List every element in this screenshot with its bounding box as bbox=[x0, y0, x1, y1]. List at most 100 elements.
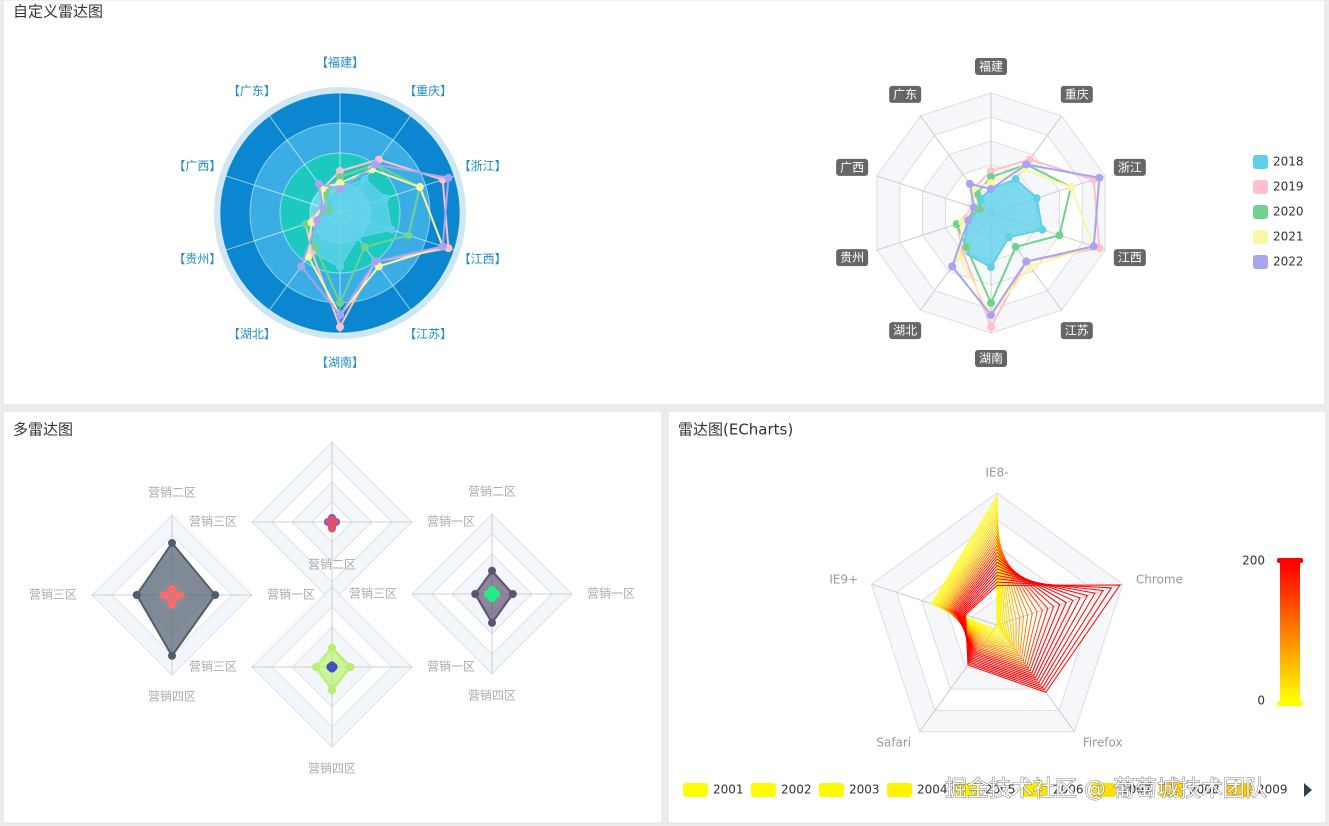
indicator-label: 福建 bbox=[979, 59, 1003, 74]
radar-point bbox=[488, 618, 496, 627]
radar-point bbox=[987, 173, 995, 181]
radar-series bbox=[963, 581, 1113, 691]
radar-point bbox=[297, 262, 306, 271]
indicator-label-box bbox=[975, 350, 1007, 367]
radar-point bbox=[371, 257, 380, 266]
visual-map-handle[interactable] bbox=[1277, 701, 1303, 706]
radar-series bbox=[946, 534, 1025, 657]
radar-point bbox=[325, 518, 334, 526]
indicator-label: Chrome bbox=[1136, 572, 1183, 586]
legend-swatch[interactable] bbox=[1159, 783, 1184, 797]
legend-swatch[interactable] bbox=[887, 783, 912, 797]
radar-point bbox=[132, 591, 141, 599]
legend-swatch[interactable] bbox=[1253, 155, 1268, 169]
indicator-label: 【广西】 bbox=[173, 159, 221, 173]
indicator-label: Safari bbox=[876, 736, 911, 750]
visual-map-label: 0 bbox=[1257, 694, 1265, 708]
visual-map-handle[interactable] bbox=[1277, 558, 1303, 563]
indicator-label-box bbox=[975, 58, 1007, 75]
panel-title: 自定义雷达图 bbox=[13, 3, 103, 21]
radar-point bbox=[346, 663, 355, 671]
radar-point bbox=[969, 203, 978, 212]
indicator-label: 【江西】 bbox=[459, 252, 507, 266]
radar-point bbox=[965, 179, 974, 188]
radar-spoke bbox=[996, 624, 1075, 733]
legend-swatch[interactable] bbox=[751, 783, 776, 797]
indicator-label-box bbox=[889, 85, 922, 103]
radar-point bbox=[311, 242, 320, 251]
legend-swatch[interactable] bbox=[819, 783, 844, 797]
radar-series bbox=[962, 578, 1104, 689]
legend-page-arrow[interactable] bbox=[1304, 783, 1312, 797]
legend-label[interactable]: 2021 bbox=[1273, 230, 1304, 244]
radar-point bbox=[211, 591, 220, 599]
legend-label[interactable]: 2009 bbox=[1257, 783, 1288, 797]
radar-point bbox=[438, 242, 447, 251]
radar-point bbox=[1011, 175, 1020, 184]
indicator-label-box bbox=[889, 322, 922, 340]
legend-label[interactable]: 2007 bbox=[1121, 783, 1152, 797]
legend-swatch[interactable] bbox=[683, 783, 708, 797]
indicator-label: 营销三区 bbox=[189, 660, 237, 674]
legend-swatch[interactable] bbox=[955, 783, 980, 797]
radar-point bbox=[336, 173, 344, 181]
legend-label[interactable]: 2002 bbox=[781, 783, 812, 797]
radar-glow bbox=[214, 87, 466, 339]
radar-point bbox=[336, 299, 344, 307]
radar-series bbox=[949, 544, 1038, 665]
legend-label[interactable]: 2019 bbox=[1273, 180, 1304, 194]
radar-point bbox=[353, 233, 362, 242]
legend-label[interactable]: 2018 bbox=[1273, 155, 1304, 169]
radar-point bbox=[328, 524, 336, 533]
radar-series bbox=[952, 551, 1049, 669]
legend-swatch[interactable] bbox=[1227, 783, 1252, 797]
radar-point bbox=[444, 173, 453, 182]
indicator-label: 营销四区 bbox=[148, 690, 196, 704]
watermark: 掘金技术社区 @ 葡萄城技术团队 bbox=[945, 777, 1267, 802]
indicator-label-box bbox=[836, 249, 869, 267]
radar-series bbox=[954, 558, 1061, 674]
legend-label[interactable]: 2005 bbox=[985, 783, 1016, 797]
indicator-label: 【湖北】 bbox=[228, 326, 276, 341]
radar-point bbox=[313, 216, 322, 225]
radar-point bbox=[336, 323, 344, 331]
indicator-label: 营销一区 bbox=[427, 515, 475, 529]
indicator-label: 营销二区 bbox=[148, 486, 196, 500]
legend-label[interactable]: 2006 bbox=[1053, 783, 1084, 797]
legend-swatch[interactable] bbox=[1023, 783, 1048, 797]
radar-series bbox=[937, 511, 1009, 641]
radar-point bbox=[987, 167, 995, 175]
visual-map-bar[interactable] bbox=[1280, 563, 1300, 701]
legend-label[interactable]: 2020 bbox=[1273, 205, 1304, 219]
radar-point bbox=[987, 185, 995, 193]
indicator-label: 贵州 bbox=[840, 251, 864, 265]
legend-swatch[interactable] bbox=[1253, 255, 1268, 269]
legend-label[interactable]: 2004 bbox=[917, 783, 948, 797]
radar-series bbox=[960, 571, 1089, 684]
radar-point bbox=[168, 651, 176, 660]
radar-point bbox=[318, 203, 327, 212]
legend-label[interactable]: 2022 bbox=[1273, 255, 1304, 269]
radar-series bbox=[953, 554, 1055, 672]
panel bbox=[2, 0, 1326, 406]
legend-swatch[interactable] bbox=[1253, 205, 1268, 219]
indicator-label: 【湖南】 bbox=[316, 355, 364, 370]
legend-swatch[interactable] bbox=[1091, 783, 1116, 797]
radar-point bbox=[1022, 257, 1031, 266]
legend-label[interactable]: 2008 bbox=[1189, 783, 1220, 797]
indicator-label: 江西 bbox=[1118, 251, 1142, 265]
legend-swatch[interactable] bbox=[1253, 230, 1268, 244]
legend-label[interactable]: 2003 bbox=[849, 783, 880, 797]
radar-point bbox=[336, 167, 344, 175]
legend-label[interactable]: 2001 bbox=[713, 783, 744, 797]
indicator-label-box bbox=[836, 158, 869, 176]
panel-title: 多雷达图 bbox=[13, 421, 73, 439]
radar-series bbox=[947, 538, 1029, 660]
indicator-label: 营销二区 bbox=[468, 485, 516, 499]
radar-point bbox=[176, 591, 184, 599]
radar-point bbox=[328, 686, 336, 695]
indicator-label: 【贵州】 bbox=[173, 252, 221, 266]
radar-point bbox=[1089, 242, 1098, 251]
legend-swatch[interactable] bbox=[1253, 180, 1268, 194]
indicator-label-box bbox=[1113, 158, 1146, 176]
